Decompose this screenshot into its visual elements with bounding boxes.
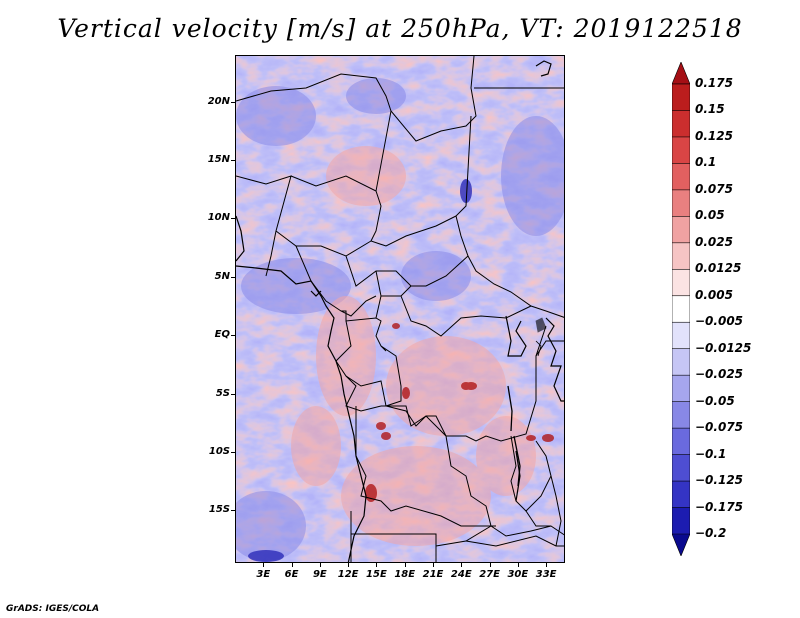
lat-label: EQ bbox=[214, 329, 230, 341]
upward-motion-areas bbox=[291, 146, 536, 546]
colorbar-segment bbox=[672, 507, 690, 535]
colorbar-top-arrow bbox=[672, 62, 690, 85]
country-borders bbox=[236, 56, 564, 562]
colorbar-segment bbox=[672, 163, 690, 191]
colorbar-label: 0.15 bbox=[695, 102, 725, 117]
colorbar-label: −0.2 bbox=[695, 526, 727, 540]
strong-downdraft-cells bbox=[248, 179, 472, 562]
colorbar-segment bbox=[672, 348, 690, 376]
lat-tick bbox=[231, 101, 235, 103]
lon-label: 33E bbox=[535, 569, 557, 580]
lon-tick bbox=[291, 563, 293, 567]
lon-label: 24E bbox=[450, 569, 472, 580]
lon-tick bbox=[319, 563, 321, 567]
coastline bbox=[236, 60, 564, 562]
lon-label: 27E bbox=[479, 569, 500, 580]
lat-label: 5N bbox=[214, 270, 230, 282]
colorbar-label: 0.125 bbox=[695, 128, 733, 143]
colorbar-segment bbox=[672, 242, 690, 271]
colorbar-label: 0.0125 bbox=[695, 261, 742, 276]
lat-label: 15N bbox=[207, 154, 230, 166]
lon-label: 9E bbox=[312, 569, 327, 580]
lat-tick bbox=[231, 335, 235, 337]
colorbar-segment bbox=[672, 454, 690, 482]
lon-tick bbox=[263, 563, 265, 567]
lon-label: 30E bbox=[507, 569, 529, 580]
lon-label: 12E bbox=[337, 569, 359, 580]
map-panel bbox=[235, 55, 565, 563]
lat-label: 10S bbox=[208, 446, 230, 458]
colorbar-segment bbox=[672, 374, 690, 403]
colorbar-segment bbox=[672, 401, 690, 429]
lat-label: 5S bbox=[215, 387, 230, 399]
colorbar-label: −0.175 bbox=[695, 499, 744, 514]
lat-tick bbox=[231, 218, 235, 220]
colorbar-label: −0.1 bbox=[695, 446, 727, 461]
colorbar-label: −0.005 bbox=[695, 314, 744, 329]
lat-tick bbox=[231, 393, 235, 395]
colorbar-segment bbox=[672, 136, 690, 165]
colorbar-segment bbox=[672, 321, 690, 350]
lon-tick bbox=[404, 563, 406, 567]
colorbar-label: −0.05 bbox=[695, 393, 735, 408]
lat-tick bbox=[231, 510, 235, 512]
lake-outlines bbox=[507, 317, 547, 487]
colorbar-segment bbox=[672, 295, 690, 324]
colorbar-segment bbox=[672, 110, 690, 138]
colorbar-label: 0.05 bbox=[695, 208, 725, 223]
colorbar bbox=[672, 62, 690, 556]
colorbar-label: 0.1 bbox=[695, 155, 717, 170]
colorbar-label: −0.125 bbox=[695, 473, 744, 488]
lon-tick bbox=[376, 563, 378, 567]
lon-tick bbox=[461, 563, 463, 567]
colorbar-segment bbox=[672, 268, 690, 297]
lon-label: 3E bbox=[256, 569, 271, 580]
colorbar-label: 0.175 bbox=[695, 76, 733, 90]
colorbar-label: −0.075 bbox=[695, 420, 744, 435]
lat-tick bbox=[231, 452, 235, 454]
colorbar-segment bbox=[672, 427, 690, 456]
lon-tick bbox=[489, 563, 491, 567]
lat-tick bbox=[231, 160, 235, 162]
lon-label: 15E bbox=[366, 569, 387, 580]
lon-label: 6E bbox=[284, 569, 299, 580]
lon-tick bbox=[546, 563, 548, 567]
colorbar-label: −0.025 bbox=[695, 367, 744, 382]
lat-label: 15S bbox=[208, 504, 230, 516]
colorbar-bottom-arrow bbox=[672, 533, 690, 556]
colorbar-label: 0.025 bbox=[695, 234, 733, 249]
lat-tick bbox=[231, 276, 235, 278]
lon-tick bbox=[517, 563, 519, 567]
lon-label: 21E bbox=[422, 569, 444, 580]
strong-updraft-cells bbox=[365, 323, 554, 502]
colorbar-label: −0.0125 bbox=[695, 340, 752, 355]
colorbar-segment bbox=[672, 189, 690, 218]
software-credit: GrADS: IGES/COLA bbox=[6, 604, 100, 614]
colorbar-segment bbox=[672, 83, 690, 112]
colorbar-segment bbox=[672, 480, 690, 509]
colorbar-label: 0.075 bbox=[695, 181, 733, 196]
lon-tick bbox=[433, 563, 434, 567]
colorbar-label: 0.005 bbox=[695, 287, 733, 302]
vertical-velocity-field-map bbox=[236, 56, 564, 562]
chart-title: Vertical velocity [m/s] at 250hPa, VT: 2… bbox=[57, 14, 743, 43]
lat-label: 10N bbox=[207, 212, 230, 224]
lat-label: 20N bbox=[207, 95, 230, 107]
downward-motion-areas bbox=[236, 78, 564, 561]
lon-tick bbox=[348, 563, 350, 567]
colorbar-segment bbox=[672, 216, 690, 244]
lon-label: 18E bbox=[394, 569, 416, 580]
